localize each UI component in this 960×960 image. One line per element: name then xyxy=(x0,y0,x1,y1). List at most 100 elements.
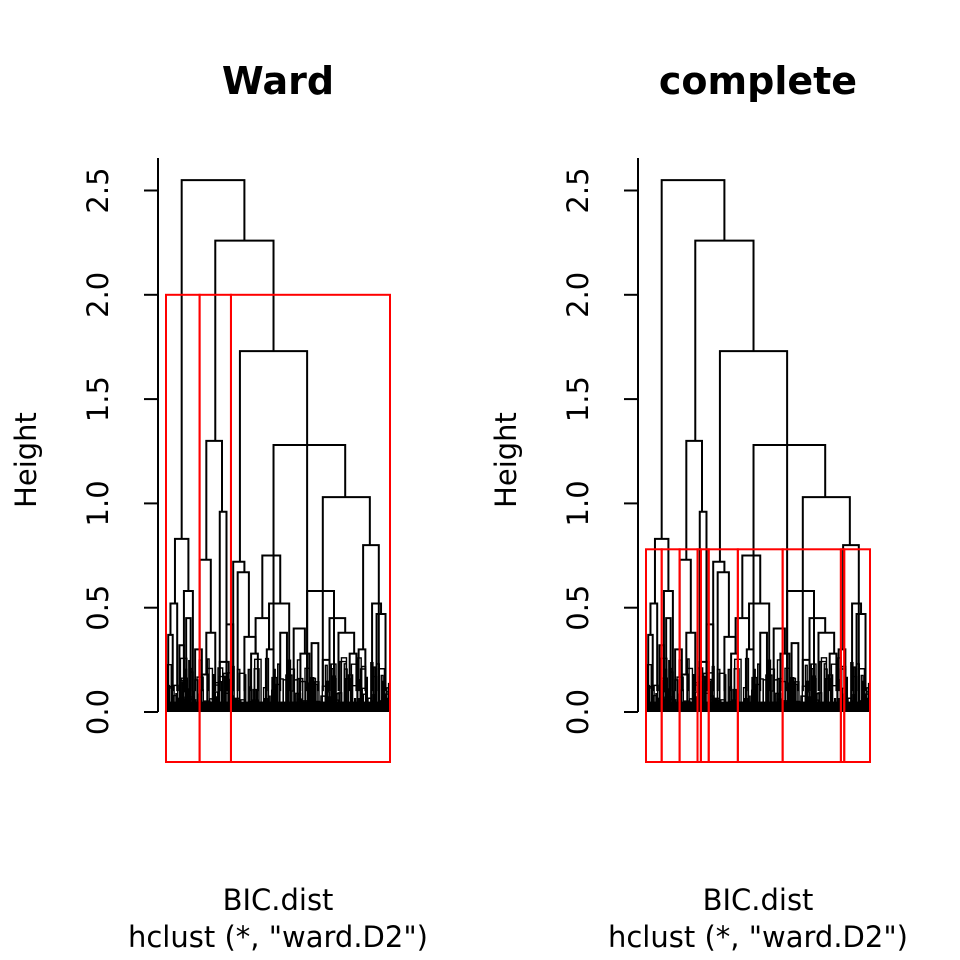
merge-link xyxy=(321,658,331,692)
merge-link xyxy=(678,558,692,650)
merge-link xyxy=(685,631,697,692)
merge-link xyxy=(680,673,690,692)
merge-link xyxy=(205,439,223,560)
merge-link xyxy=(218,510,228,692)
merge-link xyxy=(745,648,755,692)
merge-link xyxy=(801,658,811,692)
x-axis-label: BIC.dist xyxy=(223,883,334,917)
merge-link xyxy=(214,239,275,441)
merge-link xyxy=(828,652,838,692)
merge-link xyxy=(200,673,210,692)
merge-link xyxy=(718,350,789,692)
merge-link xyxy=(716,571,730,692)
merge-link xyxy=(665,617,672,692)
merge-link xyxy=(851,602,863,692)
merge-link xyxy=(801,496,851,692)
merge-link xyxy=(279,631,288,692)
merge-link xyxy=(185,617,192,692)
merge-link xyxy=(842,544,860,692)
merge-link xyxy=(167,633,174,692)
merge-link xyxy=(238,350,309,692)
merge-link xyxy=(772,627,786,692)
cluster-box xyxy=(699,548,710,763)
merge-link xyxy=(194,648,203,692)
y-axis-label: Height xyxy=(489,412,523,508)
merge-link xyxy=(218,660,230,692)
merge-link xyxy=(660,179,726,539)
plot-area xyxy=(165,179,391,763)
merge-link xyxy=(205,631,217,692)
merge-link xyxy=(674,648,683,692)
merge-link xyxy=(698,510,708,692)
merge-link xyxy=(723,635,737,692)
chart-subtitle: hclust (*, "ward.D2") xyxy=(128,920,428,954)
merge-link xyxy=(292,627,306,692)
merge-link xyxy=(375,612,387,692)
y-axis: 0.0 0.5 1.0 1.5 2.0 2.5 xyxy=(561,158,639,735)
merge-link xyxy=(837,648,847,692)
merge-link xyxy=(662,590,674,692)
merge-link xyxy=(254,617,271,654)
merge-link xyxy=(272,443,347,692)
merge-link xyxy=(225,623,235,692)
merge-link xyxy=(649,602,659,692)
merge-link xyxy=(647,633,654,692)
x-axis-label: BIC.dist xyxy=(703,883,814,917)
merge-link xyxy=(786,590,815,692)
leaf-base xyxy=(166,701,390,712)
merge-link xyxy=(261,554,282,619)
cluster-box xyxy=(229,293,391,763)
y-tick-label: 2.0 xyxy=(81,272,115,318)
merge-link xyxy=(265,648,275,692)
merge-link xyxy=(371,602,383,692)
merge-link xyxy=(685,439,703,560)
y-tick-label: 0.5 xyxy=(81,585,115,631)
merge-link xyxy=(362,544,380,692)
merge-link xyxy=(808,617,827,692)
merge-link xyxy=(180,179,246,539)
panel-complete: complete 0.0 0.5 1.0 1.5 2.0 2.5 Height BIC.d… xyxy=(489,59,908,954)
merge-link xyxy=(232,560,246,692)
merge-link xyxy=(310,642,320,692)
y-tick-label: 0.0 xyxy=(561,689,595,735)
merge-link xyxy=(752,443,827,692)
merge-link xyxy=(169,602,179,692)
merge-link xyxy=(250,652,259,692)
merge-link xyxy=(779,652,791,692)
merge-link xyxy=(306,590,335,692)
plot-area xyxy=(645,179,871,763)
merge-link xyxy=(705,623,715,692)
merge-link xyxy=(173,537,190,604)
y-tick-label: 0.0 xyxy=(81,689,115,735)
y-axis-label: Height xyxy=(9,412,43,508)
merge-link xyxy=(243,635,257,692)
merge-link xyxy=(741,554,762,619)
merge-link xyxy=(236,571,250,692)
cluster-box xyxy=(843,548,871,763)
y-tick-label: 0.5 xyxy=(561,585,595,631)
merge-link xyxy=(328,617,347,692)
chart-title: Ward xyxy=(222,59,334,103)
merge-link xyxy=(694,239,755,441)
merge-link xyxy=(712,560,726,692)
merge-link xyxy=(182,590,194,692)
leaf-base xyxy=(646,701,870,712)
y-tick-label: 1.5 xyxy=(561,376,595,422)
y-tick-label: 2.5 xyxy=(561,167,595,213)
merge-link xyxy=(357,648,367,692)
merge-link xyxy=(348,652,358,692)
merge-link xyxy=(321,496,371,692)
chart-title: complete xyxy=(659,59,857,103)
merge-link xyxy=(178,644,185,692)
y-tick-label: 2.0 xyxy=(561,272,595,318)
y-tick-label: 2.5 xyxy=(81,167,115,213)
merge-link xyxy=(299,652,311,692)
panel-ward: Ward 0.00.51.01.52.02.5 Height BIC.dist … xyxy=(9,59,428,954)
y-tick-label: 1.0 xyxy=(561,480,595,526)
y-axis: 0.0 0.5 1.0 1.5 2.0 2.5 xyxy=(81,158,159,735)
merge-link xyxy=(759,631,768,692)
merge-link xyxy=(855,612,867,692)
chart-subtitle: hclust (*, "ward.D2") xyxy=(608,920,908,954)
merge-link xyxy=(198,558,212,650)
